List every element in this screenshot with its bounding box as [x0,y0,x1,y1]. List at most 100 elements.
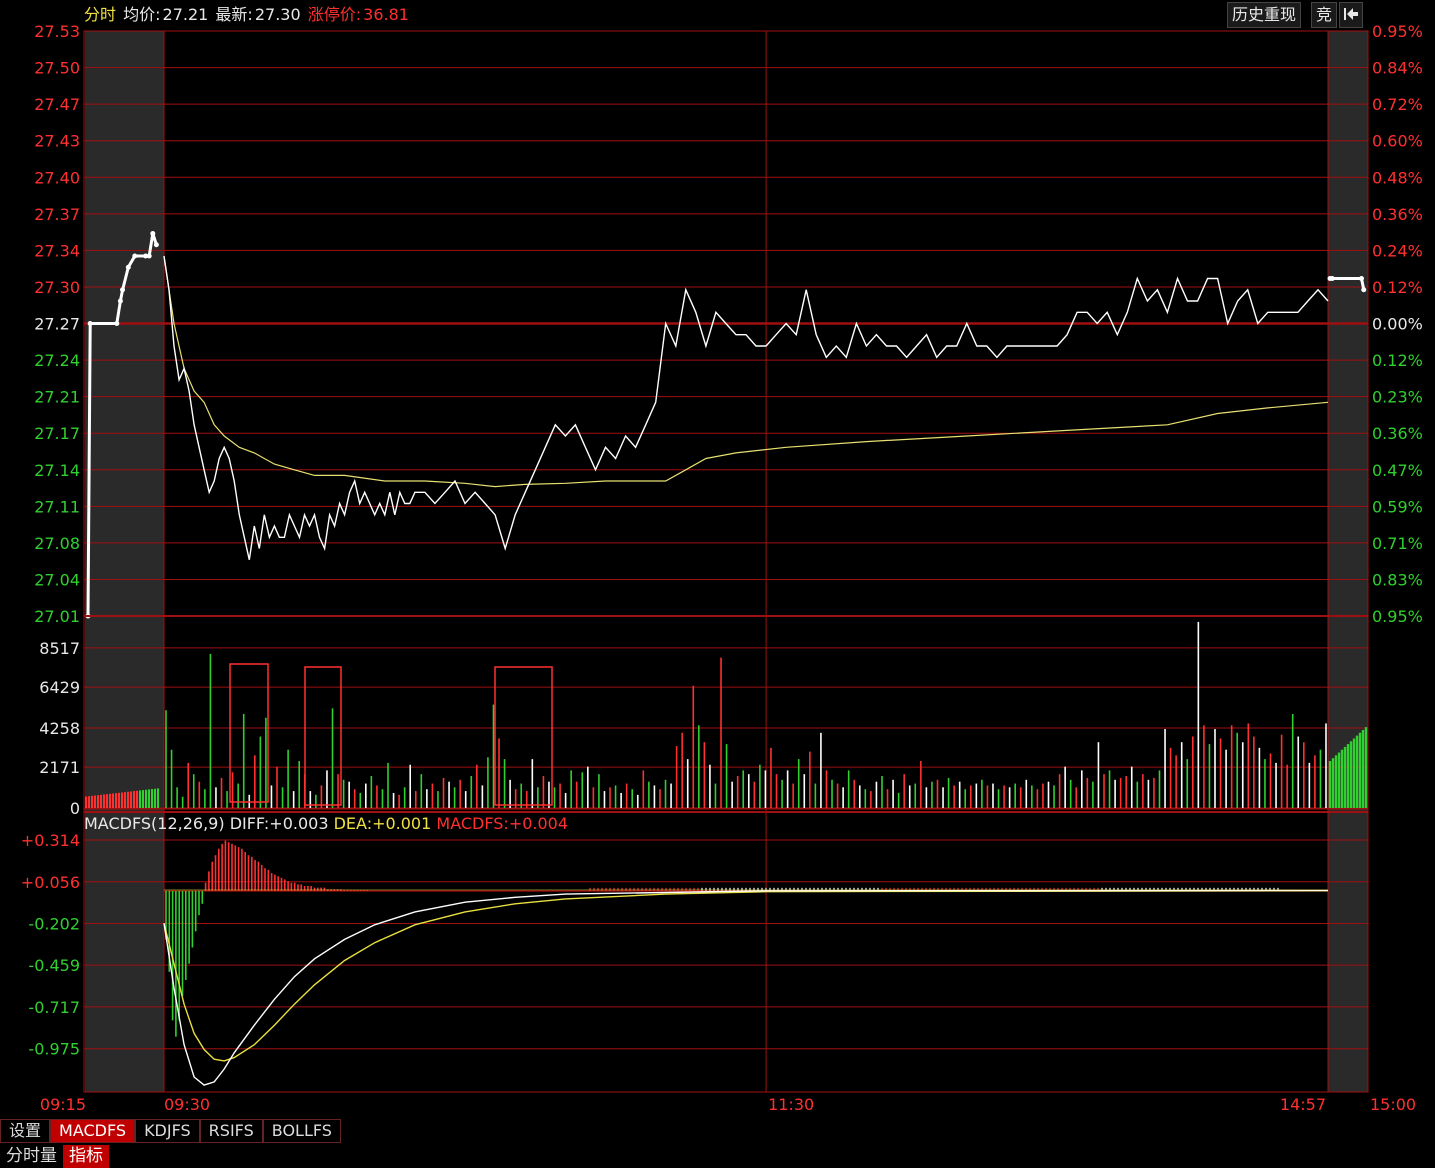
macd-header: MACDFS(12,26,9) DIFF:+0.003 DEA:+0.001 M… [84,813,568,835]
bottom-tabs: 分时量 指标 [0,1145,109,1168]
auction-price-point [120,287,126,293]
auction-button[interactable]: 竞 [1311,2,1338,28]
auction-price-point [143,253,149,259]
tab-intraday-volume[interactable]: 分时量 [6,1146,57,1166]
diff-value: +0.003 [269,814,329,833]
pct-tick-label: 0.83% [1372,570,1423,589]
dea-line [163,890,1329,1062]
macd-tick-label: +0.056 [21,873,80,892]
highlight-box [494,666,553,806]
volume-tick-label: 4258 [39,719,80,738]
back-arrow-icon [1344,8,1358,20]
pct-tick-label: 0.47% [1372,461,1423,480]
avg-price-value: 27.21 [162,5,209,24]
pct-tick-label: 0.12% [1372,351,1423,370]
volume-tick-label: 2171 [39,758,80,777]
auction-price-point [150,231,156,236]
quote-header: 分时 均价: 27.21 最新: 27.30 涨停价: 36.81 [84,4,411,26]
avg-price-line [163,255,1329,488]
macd-tick-label: +0.314 [21,831,80,850]
price-tick-label: 27.24 [34,351,80,370]
tab-indicator[interactable]: 指标 [63,1145,109,1168]
auction-price-point [153,242,159,248]
history-replay-button[interactable]: 历史重现 [1227,2,1302,28]
pct-tick-label: 0.24% [1372,241,1423,260]
price-tick-label: 27.50 [34,59,80,78]
price-tick-label: 27.11 [34,497,80,516]
auction-price-point [125,264,131,270]
auction-price-point [117,298,123,304]
pct-tick-label: 0.23% [1372,388,1423,407]
time-tick-label: 09:30 [164,1095,210,1114]
auction-price-point [132,253,138,259]
price-tick-label: 27.14 [34,461,80,480]
price-tick-label: 27.47 [34,95,80,114]
last-price-value: 27.30 [254,5,301,24]
last-price-label: 最新: [215,5,253,24]
price-tick-label: 27.34 [34,241,80,260]
dea-value: +0.001 [372,814,432,833]
price-line [163,255,1329,560]
pct-tick-label: 0.59% [1372,497,1423,516]
price-tick-label: 27.08 [34,534,80,553]
price-tick-label: 27.04 [34,570,80,589]
macd-label: MACDFS: [436,814,509,833]
diff-line [163,889,1329,1086]
limit-up-label: 涨停价: [307,5,362,24]
price-tick-label: 27.53 [34,22,80,41]
macd-name: MACDFS(12,26,9) [84,814,225,833]
tab-settings[interactable]: 设置 [0,1119,51,1143]
highlight-box [229,663,269,803]
tab-macdfs[interactable]: MACDFS [50,1119,136,1143]
pct-tick-label: 0.48% [1372,168,1423,187]
highlight-box [304,666,342,806]
price-tick-label: 27.17 [34,424,80,443]
pct-tick-label: 0.36% [1372,424,1423,443]
post-price-point [1329,276,1335,281]
tab-kdjfs[interactable]: KDJFS [135,1119,200,1143]
price-tick-label: 27.37 [34,205,80,224]
pct-tick-label: 0.72% [1372,95,1423,114]
macd-tick-label: -0.975 [28,1040,80,1059]
dea-label: DEA: [333,814,373,833]
pct-tick-label: 0.95% [1372,607,1423,626]
macd-tick-label: -0.459 [28,956,80,975]
auction-price-point [146,253,152,259]
pct-tick-label: 0.00% [1372,315,1423,334]
time-tick-label: 14:57 [1280,1095,1326,1114]
time-tick-label: 11:30 [768,1095,814,1114]
volume-tick-label: 8517 [39,639,80,658]
macd-tick-label: -0.202 [28,915,80,934]
tab-rsifs[interactable]: RSIFS [199,1119,263,1143]
price-tick-label: 27.21 [34,388,80,407]
price-tick-label: 27.27 [34,315,80,334]
auction-price-point [114,321,120,326]
back-arrow-button[interactable] [1339,2,1363,28]
post-price-point [1361,287,1367,293]
post-close-region [1328,31,1368,1092]
price-tick-label: 27.43 [34,132,80,151]
volume-tick-label: 0 [70,799,80,818]
macd-value: +0.004 [508,814,569,833]
volume-tick-label: 6429 [39,678,80,697]
macd-tick-label: -0.717 [28,998,80,1017]
auction-region [85,31,164,1092]
pct-tick-label: 0.36% [1372,205,1423,224]
chart-frame [83,30,1369,1093]
diff-label: DIFF: [229,814,270,833]
avg-price-label: 均价: [123,5,161,24]
indicator-tabs: 设置 MACDFS KDJFS RSIFS BOLLFS [0,1119,341,1143]
price-tick-label: 27.30 [34,278,80,297]
auction-price-point [87,321,93,326]
pct-tick-label: 0.71% [1372,534,1423,553]
pct-tick-label: 0.60% [1372,132,1423,151]
post-price-point [1359,276,1364,281]
price-tick-label: 27.40 [34,168,80,187]
pct-tick-label: 0.95% [1372,22,1423,41]
price-tick-label: 27.01 [34,607,80,626]
time-tick-label: 09:15 [40,1095,86,1114]
pct-tick-label: 0.84% [1372,59,1423,78]
tab-bollfs[interactable]: BOLLFS [262,1119,341,1143]
pct-tick-label: 0.12% [1372,278,1423,297]
